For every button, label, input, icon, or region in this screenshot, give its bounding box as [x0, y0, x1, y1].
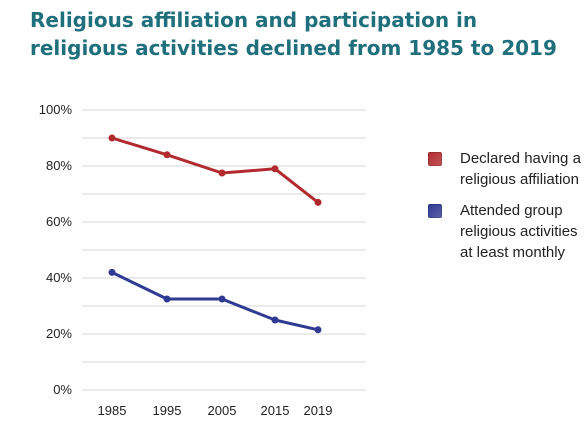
y-tick-label: 60% — [46, 214, 72, 229]
legend: Declared having a religious affiliation … — [424, 148, 584, 273]
series-affiliation-point — [271, 165, 279, 173]
x-tick-label: 1985 — [98, 403, 127, 418]
series-attendance-point — [218, 295, 226, 303]
series-affiliation-point — [314, 198, 322, 206]
series-attendance-point — [163, 295, 171, 303]
y-tick-label: 0% — [53, 382, 72, 397]
gridlines — [82, 109, 366, 391]
series-affiliation-line — [111, 136, 319, 204]
series-affiliation-point — [163, 151, 171, 159]
chart-title: Religious affiliation and participation … — [30, 8, 557, 60]
legend-item-affiliation: Declared having a religious affiliation — [424, 148, 584, 190]
series-attendance-point — [271, 316, 279, 324]
x-tick-label: 2015 — [261, 403, 290, 418]
series-affiliation-point — [108, 134, 116, 142]
series-affiliation-point — [218, 169, 226, 177]
series-attendance-line — [111, 271, 319, 332]
legend-swatch-affiliation — [428, 152, 442, 166]
y-tick-label: 100% — [39, 102, 73, 117]
x-tick-label: 2019 — [304, 403, 333, 418]
series-lines — [108, 134, 322, 334]
x-tick-labels: 1985 1995 2005 2015 2019 — [98, 403, 333, 418]
legend-swatch-attendance — [428, 204, 442, 218]
legend-label-attendance: Attended group religious activities at l… — [460, 202, 578, 261]
legend-label-affiliation: Declared having a religious affiliation — [460, 150, 581, 188]
y-tick-labels: 0% 20% 40% 60% 80% 100% — [39, 102, 73, 397]
y-tick-label: 80% — [46, 158, 72, 173]
y-tick-label: 40% — [46, 270, 72, 285]
series-attendance-point — [108, 268, 116, 276]
legend-item-attendance: Attended group religious activities at l… — [424, 200, 584, 263]
x-tick-label: 1995 — [153, 403, 182, 418]
x-tick-label: 2005 — [208, 403, 237, 418]
y-tick-label: 20% — [46, 326, 72, 341]
series-attendance-point — [314, 326, 322, 334]
